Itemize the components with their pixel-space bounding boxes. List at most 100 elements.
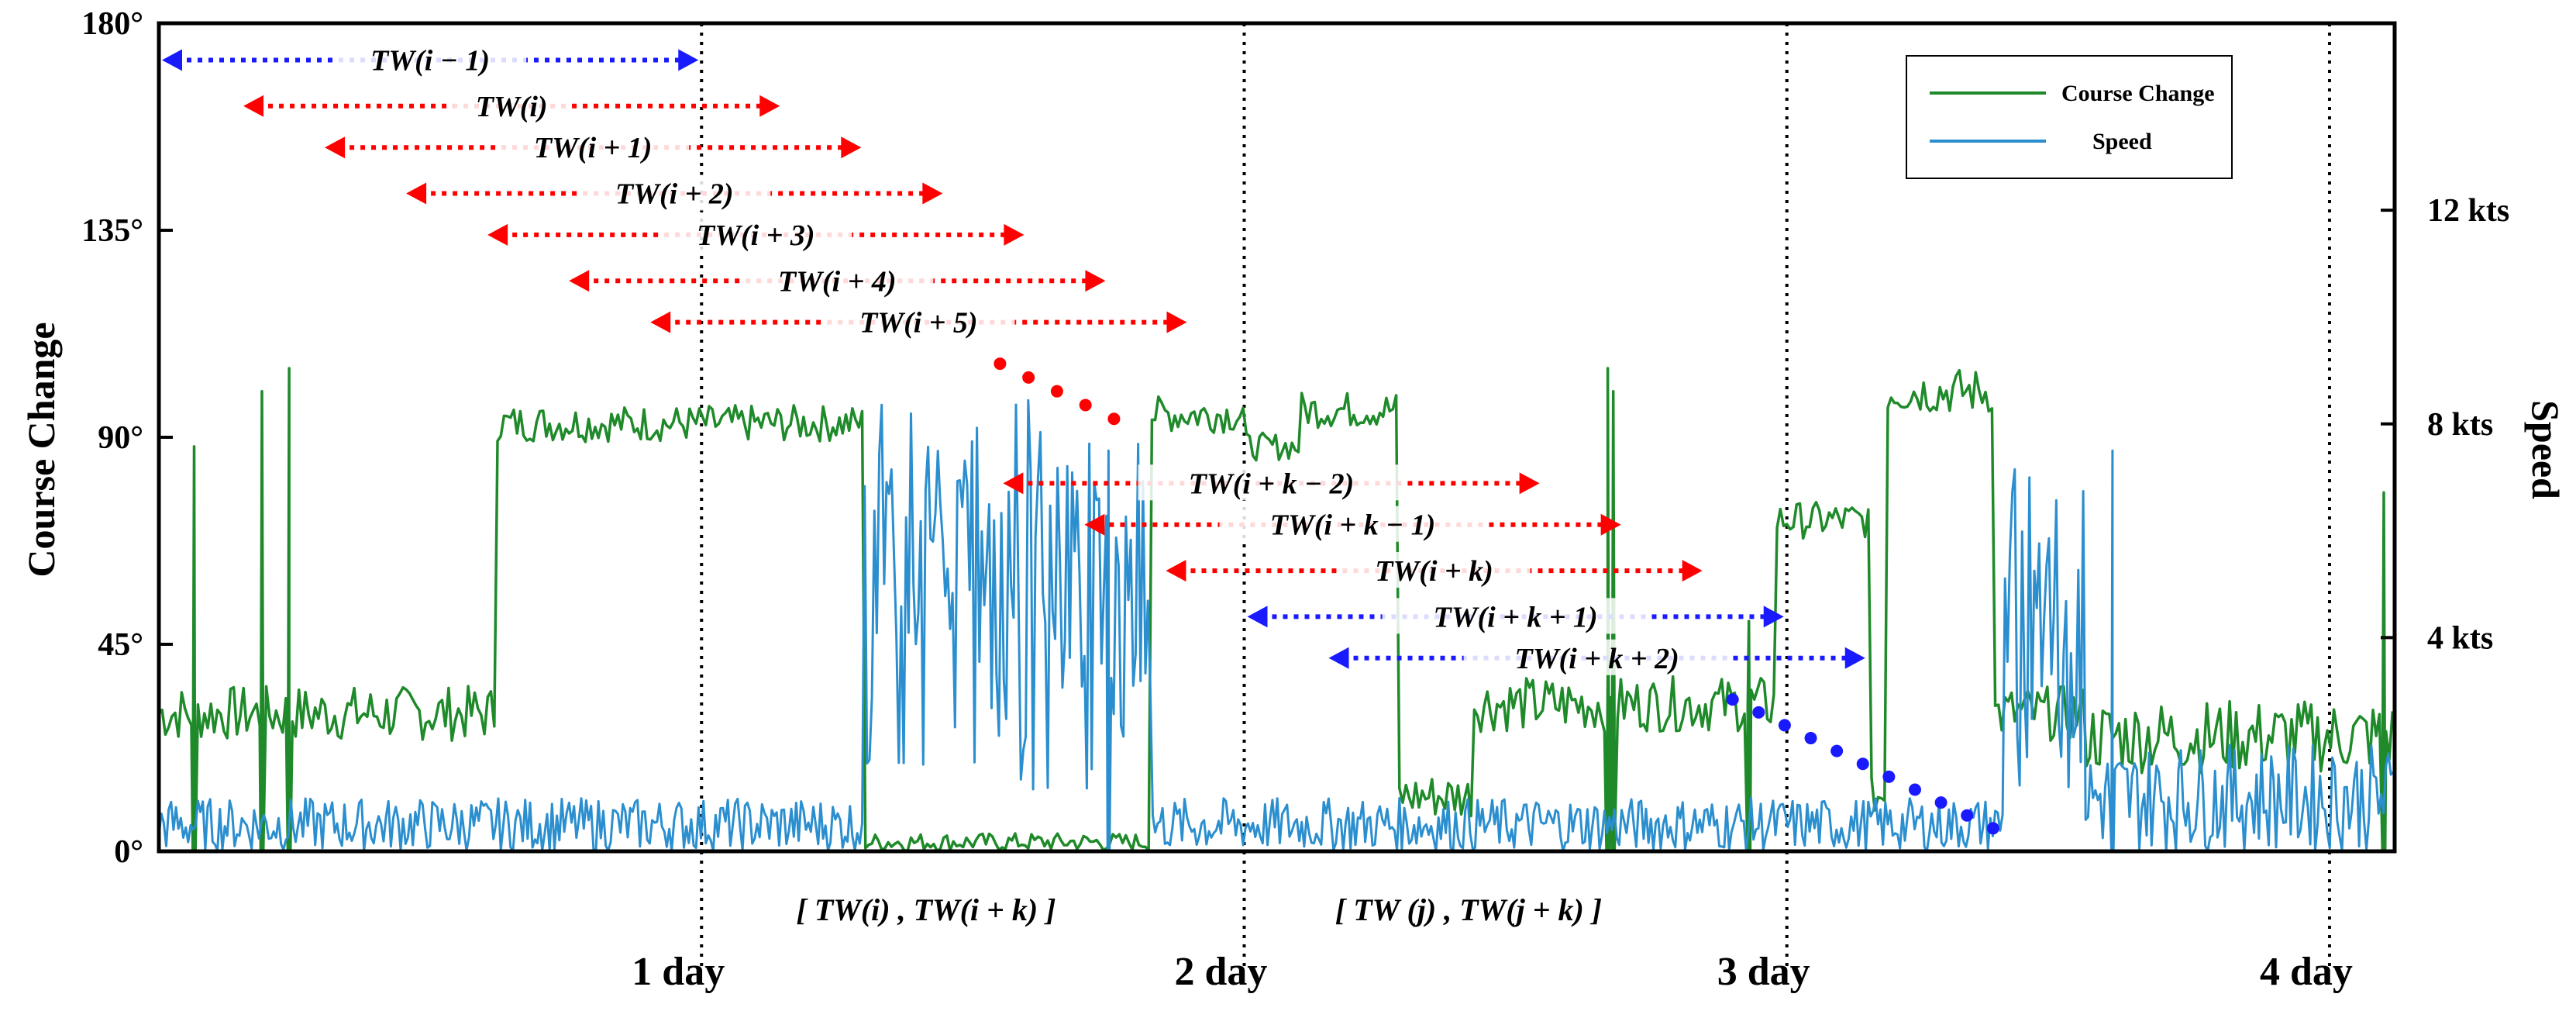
time-window-label-bg	[1463, 639, 1731, 675]
y-axis-left-label: Course Change	[19, 322, 63, 577]
time-window-label-bg	[1219, 506, 1486, 542]
time-window-3: TW(i + 2)	[406, 174, 943, 211]
axis-ticks: 0° 45° 90° 135° 180° 4 kts 8 kts 12 kts 1 day 2 d…	[81, 6, 2509, 994]
ellipsis-dot	[1107, 412, 1121, 426]
time-window-arrowhead-left	[1247, 606, 1268, 628]
time-window-label: TW(i + 4)	[778, 265, 897, 298]
ellipsis-dot	[1830, 744, 1844, 757]
ellipsis-dot	[1934, 796, 1947, 809]
time-window-label: TW(i + 5)	[859, 307, 978, 340]
y-left-tick-label: 180°	[81, 6, 143, 42]
time-window-arrowhead-right	[1763, 606, 1784, 628]
time-window-10: TW(i + k + 1)	[1247, 598, 1784, 634]
time-window-9: TW(i + k)	[1166, 552, 1703, 588]
time-window-2: TW(i + 1)	[325, 129, 862, 165]
ellipsis-dot	[1882, 770, 1896, 783]
legend: Course Change Speed	[1906, 55, 2233, 179]
time-window-arrowhead-right	[759, 95, 780, 117]
ellipsis-dot	[1752, 706, 1765, 719]
time-window-arrowhead-left	[1328, 647, 1349, 669]
ellipsis-dots	[994, 357, 1999, 835]
ellipsis-dot	[1856, 757, 1869, 771]
series-line-course-change	[157, 367, 2394, 853]
legend-box	[1906, 55, 2233, 179]
time-window-label-bg	[334, 41, 527, 78]
ellipsis-dot	[1726, 693, 1739, 706]
time-window-arrowhead-right	[922, 182, 943, 205]
time-window-arrowhead-left	[650, 311, 671, 333]
time-window-0: TW(i − 1)	[162, 41, 699, 78]
x-tick-label: 2 day	[1175, 950, 1268, 994]
time-window-label: TW(i − 1)	[370, 44, 490, 77]
y-right-tick-label: 4 kts	[2427, 620, 2493, 656]
time-window-7: TW(i + k − 2)	[1003, 464, 1540, 501]
time-window-arrowhead-right	[1004, 223, 1025, 246]
ellipsis-dot	[1022, 371, 1035, 384]
time-window-1: TW(i)	[243, 87, 780, 123]
time-window-arrowhead-right	[1600, 513, 1621, 536]
ellipsis-dot	[994, 357, 1007, 371]
time-window-label-bg	[741, 262, 934, 298]
y-right-tick-label: 12 kts	[2427, 193, 2509, 229]
ellipsis-dot	[1778, 719, 1791, 732]
ellipsis-dot	[1961, 809, 1974, 822]
time-window-arrowhead-left	[406, 182, 427, 205]
time-window-11: TW(i + k + 2)	[1328, 639, 1865, 675]
time-window-label: TW(i + k)	[1375, 555, 1493, 588]
time-window-arrowhead-right	[1519, 472, 1540, 495]
time-windows: TW(i − 1) TW(i) TW(i + 1) TW(i + 2) TW(i + 3…	[162, 41, 1865, 675]
time-window-6: TW(i + 5)	[650, 303, 1187, 340]
ellipsis-dot	[1908, 783, 1921, 796]
time-window-label-bg	[1338, 552, 1531, 588]
time-window-label: TW(i + k + 1)	[1434, 601, 1598, 633]
y-axis-right-label: Speed	[2524, 400, 2567, 499]
ellipsis-dot	[1050, 385, 1063, 398]
time-window-label: TW(i + k + 2)	[1515, 643, 1679, 675]
y-right-tick-label: 8 kts	[2427, 407, 2493, 443]
legend-label-course-change: Course Change	[2061, 81, 2215, 106]
time-window-label-bg	[497, 129, 690, 165]
window-range-annotation-2: [ TW (j) , TW(j + k) ]	[1335, 892, 1602, 927]
time-window-label-bg	[659, 216, 852, 252]
y-left-tick-label: 0°	[114, 834, 143, 870]
time-window-arrowhead-left	[1003, 472, 1024, 495]
time-window-arrowhead-right	[1166, 311, 1187, 333]
time-window-arrowhead-right	[1844, 647, 1865, 669]
time-window-label-bg	[453, 87, 571, 123]
y-left-tick-label: 135°	[81, 213, 143, 249]
time-window-label-bg	[1138, 464, 1405, 501]
time-window-label-bg	[822, 303, 1015, 340]
x-tick-label: 1 day	[632, 950, 725, 994]
time-window-label: TW(i + 3)	[697, 219, 815, 252]
ellipsis-dot	[1079, 399, 1092, 412]
series-line-speed	[157, 399, 2395, 853]
time-window-label: TW(i + 2)	[615, 178, 734, 211]
time-window-arrowhead-left	[569, 270, 590, 292]
time-window-5: TW(i + 4)	[569, 262, 1106, 298]
time-window-4: TW(i + 3)	[487, 216, 1025, 252]
y-left-tick-label: 90°	[98, 420, 143, 456]
time-window-arrowhead-right	[1085, 270, 1106, 292]
time-window-arrowhead-left	[162, 49, 182, 71]
time-window-8: TW(i + k − 1)	[1084, 506, 1621, 542]
time-window-label: TW(i + 1)	[534, 132, 653, 164]
time-window-arrowhead-left	[1166, 560, 1186, 582]
time-window-label: TW(i + k − 2)	[1189, 468, 1355, 500]
x-tick-label: 4 day	[2260, 950, 2353, 994]
time-window-arrowhead-left	[487, 223, 508, 246]
y-left-tick-label: 45°	[98, 627, 143, 663]
time-window-label: TW(i)	[476, 91, 548, 123]
time-window-label-bg	[1382, 598, 1649, 634]
ellipsis-dot	[1986, 822, 1999, 835]
time-window-arrowhead-left	[325, 136, 346, 159]
window-range-annotation-1: [ TW(i) , TW(i + k) ]	[797, 892, 1056, 927]
x-tick-label: 3 day	[1717, 950, 1810, 994]
ellipsis-dot	[1804, 732, 1817, 745]
data-series	[157, 367, 2395, 853]
time-window-arrowhead-right	[1682, 560, 1703, 582]
time-window-label-bg	[578, 174, 771, 211]
time-window-arrowhead-left	[1084, 513, 1105, 536]
time-window-arrowhead-right	[841, 136, 862, 159]
time-window-arrowhead-right	[678, 49, 699, 71]
